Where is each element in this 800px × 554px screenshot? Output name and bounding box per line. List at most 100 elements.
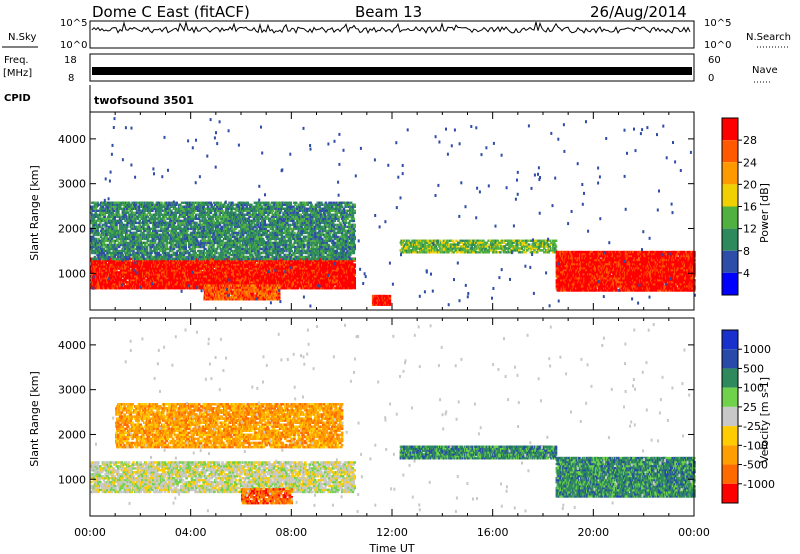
heatmap-cell: [138, 259, 142, 262]
heatmap-cell: [132, 275, 135, 278]
heatmap-cell: [109, 263, 113, 266]
heatmap-cell: [143, 273, 146, 276]
heatmap-cell: [149, 259, 152, 262]
heatmap-cell: [183, 285, 187, 288]
heatmap-cell: [156, 273, 160, 276]
heatmap-cell: [174, 285, 178, 288]
heatmap-cell: [114, 265, 117, 268]
heatmap-cell: [128, 281, 132, 284]
heatmap-cell: [195, 265, 198, 268]
heatmap-cell: [136, 286, 140, 290]
heatmap-cell: [135, 277, 139, 280]
heatmap-cell: [144, 263, 148, 266]
heatmap-cell: [163, 279, 167, 282]
heatmap-cell: [192, 267, 196, 270]
heatmap-cell: [188, 275, 191, 278]
heatmap-cell: [124, 279, 127, 282]
heatmap-cell: [199, 286, 203, 290]
heatmap-cell: [134, 221, 138, 225]
heatmap-cell: [191, 275, 195, 278]
heatmap-cell: [157, 263, 160, 266]
nave-tick-top: 60: [708, 55, 721, 66]
heatmap-cell: [197, 277, 200, 280]
heatmap-cell: [207, 271, 211, 274]
heatmap-cell: [153, 277, 157, 280]
heatmap-cell: [128, 286, 132, 290]
heatmap-cell: [167, 263, 170, 266]
heatmap-cell: [353, 263, 356, 266]
heatmap-cell: [199, 265, 203, 268]
heatmap-cell: [131, 265, 134, 268]
heatmap-cell: [183, 286, 187, 290]
heatmap-cell: [121, 269, 125, 272]
heatmap-cell: [199, 269, 203, 272]
heatmap-cell: [190, 279, 194, 282]
heatmap-cell: [144, 269, 148, 272]
nsearch-label: N.Search: [746, 32, 791, 43]
heatmap-cell: [116, 271, 119, 274]
heatmap-cell: [106, 283, 109, 286]
heatmap-cell: [197, 271, 200, 274]
heatmap-cell: [190, 285, 194, 288]
heatmap-cell: [91, 285, 95, 288]
heatmap-cell: [154, 286, 158, 290]
heatmap-cell: [99, 267, 102, 270]
heatmap-cell: [188, 269, 192, 272]
heatmap-cell: [90, 265, 94, 268]
heatmap-cell: [156, 269, 160, 272]
heatmap-cell: [191, 259, 195, 262]
heatmap-cell: [160, 277, 163, 280]
heatmap-cell: [152, 265, 155, 268]
heatmap-cell: [197, 281, 201, 284]
freq-trace: [92, 67, 692, 75]
heatmap-cell: [120, 281, 124, 284]
heatmap-cell: [92, 279, 96, 282]
heatmap-cell: [122, 283, 125, 286]
heatmap-cell: [112, 283, 116, 286]
heatmap-cell: [172, 281, 176, 284]
heatmap-cell: [104, 277, 107, 280]
heatmap-cell: [153, 267, 157, 270]
heatmap-cell: [120, 275, 124, 278]
heatmap-cell: [118, 285, 122, 288]
heatmap-cell: [97, 267, 100, 270]
heatmap-cell: [98, 273, 101, 276]
heatmap-cell: [182, 261, 186, 264]
heatmap-cell: [117, 283, 120, 286]
heatmap-cell: [143, 285, 146, 288]
heatmap-cell: [146, 267, 150, 270]
heatmap-cell: [100, 285, 104, 288]
heatmap-cell: [175, 286, 178, 290]
heatmap-cell: [136, 279, 140, 282]
heatmap-cell: [192, 283, 196, 286]
heatmap-cell: [103, 269, 107, 272]
heatmap-cell: [133, 263, 136, 266]
heatmap-cell: [102, 263, 106, 266]
heatmap-cell: [169, 267, 172, 270]
heatmap-cell: [182, 279, 186, 282]
heatmap-cell: [143, 233, 146, 237]
heatmap-cell: [91, 263, 95, 266]
heatmap-cell: [165, 277, 169, 280]
heatmap-cell: [93, 261, 97, 264]
heatmap-cell: [101, 283, 105, 286]
heatmap-cell: [182, 271, 186, 274]
heatmap-cell: [158, 265, 161, 268]
heatmap-cell: [157, 261, 160, 264]
heatmap-cell: [140, 277, 143, 280]
heatmap-cell: [174, 279, 178, 282]
heatmap-cell: [206, 269, 210, 272]
heatmap-cell: [182, 259, 186, 262]
heatmap-cell: [134, 275, 137, 278]
heatmap-cell: [166, 259, 169, 262]
heatmap-cell: [99, 263, 102, 266]
heatmap-cell: [161, 279, 164, 282]
heatmap-cell: [158, 267, 161, 270]
heatmap-cell: [94, 263, 98, 266]
heatmap-cell: [200, 285, 204, 288]
heatmap-cell: [188, 265, 191, 268]
heatmap-cell: [157, 277, 160, 280]
heatmap-cell: [108, 273, 112, 276]
heatmap-cell: [143, 277, 146, 280]
heatmap-cell: [119, 286, 123, 290]
